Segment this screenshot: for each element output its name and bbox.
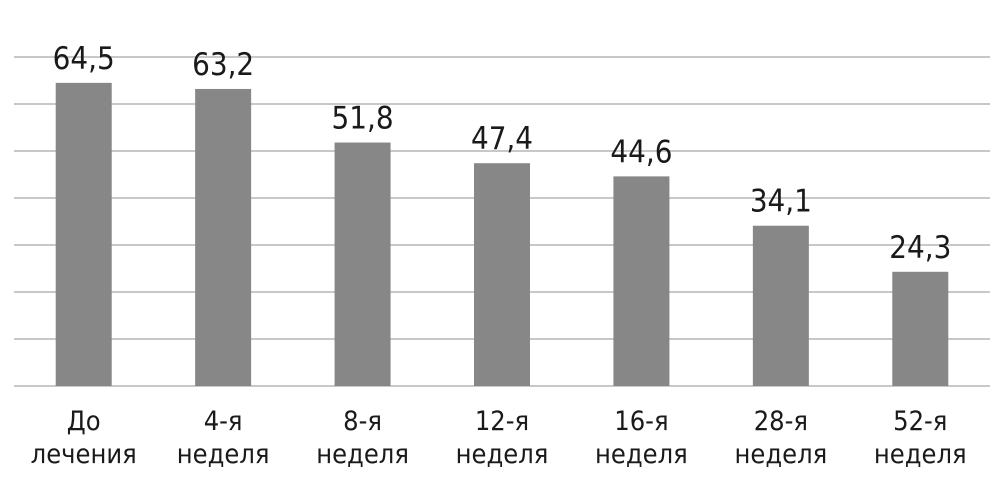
x-tick-label-4-line-2: неделя xyxy=(456,439,549,470)
data-label-1: 64,5 xyxy=(53,41,115,77)
value-labels: 64,5 63,2 51,8 47,4 44,6 34,1 24,3 xyxy=(53,41,952,266)
x-tick-label-1-line-2: лечения xyxy=(31,439,137,470)
x-tick-label-3-line-2: неделя xyxy=(316,439,409,470)
bar-3 xyxy=(334,142,391,386)
x-tick-label-1-line-1: До xyxy=(67,406,101,437)
bar-2 xyxy=(195,88,252,387)
data-label-4: 47,4 xyxy=(471,121,533,157)
bar-1 xyxy=(55,82,112,386)
x-tick-label-2-line-1: 4-я xyxy=(204,406,243,437)
x-tick-label-4-line-1: 12-я xyxy=(475,406,529,437)
x-tick-label-5-line-1: 16-я xyxy=(614,406,668,437)
data-label-3: 51,8 xyxy=(332,101,394,137)
x-tick-label-7-line-1: 52-я xyxy=(893,406,947,437)
data-label-7: 24,3 xyxy=(889,230,951,266)
bar-7 xyxy=(892,271,949,386)
x-tick-label-7-line-2: неделя xyxy=(874,439,967,470)
x-tick-label-6-line-1: 28-я xyxy=(754,406,808,437)
x-tick-label-5-line-2: неделя xyxy=(595,439,688,470)
x-tick-label-6-line-2: неделя xyxy=(734,439,827,470)
data-label-5: 44,6 xyxy=(610,134,672,170)
category-labels: Долечения4-янеделя8-янеделя12-янеделя16-… xyxy=(31,406,967,470)
data-label-2: 63,2 xyxy=(192,47,254,83)
bar-6 xyxy=(752,225,809,386)
data-label-6: 34,1 xyxy=(750,184,812,220)
x-tick-label-2-line-2: неделя xyxy=(177,439,270,470)
x-tick-label-3-line-1: 8-я xyxy=(343,406,382,437)
bars xyxy=(55,82,949,387)
bar-4 xyxy=(474,163,530,386)
bar-5 xyxy=(613,176,670,386)
